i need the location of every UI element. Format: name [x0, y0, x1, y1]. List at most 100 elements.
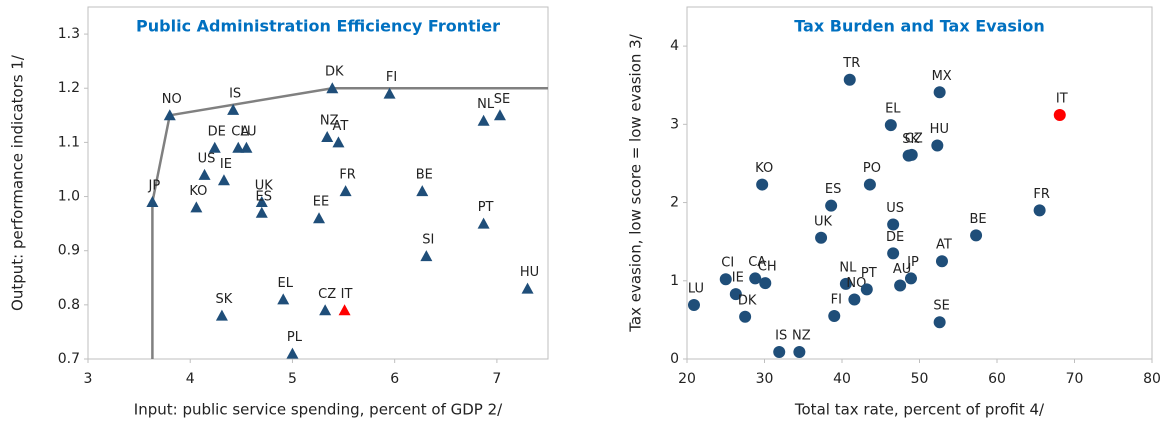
- y-axis-title: Output: performance indicators 1/: [9, 54, 27, 311]
- point-label: PT: [478, 200, 494, 215]
- point-label: FR: [1033, 187, 1050, 202]
- plot-frame: [87, 6, 549, 360]
- y-tick-label: 1.0: [58, 189, 80, 205]
- marker: [326, 82, 339, 94]
- marker: [773, 345, 786, 358]
- marker: [208, 141, 221, 153]
- x-tick-label: 20: [678, 371, 696, 387]
- marker: [884, 119, 897, 132]
- point-label: DE: [208, 124, 226, 139]
- marker: [255, 195, 268, 207]
- y-tick-label: 1.1: [58, 134, 80, 150]
- point-label: KO: [755, 161, 773, 176]
- point-label: NO: [162, 92, 182, 107]
- point-label: EE: [313, 195, 329, 210]
- marker: [420, 250, 433, 262]
- point-label: JP: [148, 178, 161, 193]
- point-label: IT: [341, 287, 353, 302]
- marker: [232, 141, 245, 153]
- y-tick-label: 1: [670, 273, 679, 289]
- y-tick-label: 1.2: [58, 80, 80, 96]
- marker: [339, 185, 352, 197]
- marker: [815, 231, 828, 244]
- point-label: FI: [831, 292, 842, 307]
- marker: [215, 309, 228, 321]
- marker: [217, 174, 230, 186]
- point-label: LU: [240, 124, 256, 139]
- x-tick-label: 4: [186, 371, 195, 387]
- point-label: UK: [814, 214, 833, 229]
- point-label: ES: [256, 189, 272, 204]
- point-label: CA: [748, 255, 766, 270]
- marker: [255, 206, 268, 218]
- point-label: US: [198, 151, 216, 166]
- chart-title: Tax Burden and Tax Evasion: [794, 17, 1045, 36]
- marker: [970, 229, 983, 242]
- point-label: IT: [1056, 91, 1068, 106]
- marker: [416, 185, 429, 197]
- point-label: NZ: [792, 328, 811, 343]
- point-label: IS: [229, 86, 241, 101]
- marker: [933, 86, 946, 99]
- marker: [321, 130, 334, 142]
- point-label: NZ: [320, 113, 339, 128]
- marker: [163, 109, 176, 121]
- marker: [887, 218, 900, 231]
- marker: [240, 141, 253, 153]
- x-tick-label: 80: [1143, 371, 1161, 387]
- point-label: IS: [775, 328, 787, 343]
- y-tick-label: 0.7: [58, 351, 80, 367]
- y-tick-label: 4: [670, 38, 679, 54]
- marker: [332, 136, 345, 148]
- x-tick-label: 30: [756, 371, 774, 387]
- point-label: SK: [216, 292, 233, 307]
- marker: [904, 272, 917, 285]
- marker: [793, 345, 806, 358]
- point-label: CH: [758, 260, 777, 275]
- y-tick-label: 2: [670, 195, 679, 211]
- point-label: SE: [933, 299, 949, 314]
- marker: [286, 347, 299, 359]
- marker: [902, 149, 915, 162]
- point-label: HU: [930, 122, 949, 137]
- point-label: AT: [936, 238, 952, 253]
- marker: [739, 310, 752, 323]
- x-tick-label: 7: [492, 371, 501, 387]
- y-tick-label: 3: [670, 116, 679, 132]
- point-label: DK: [738, 293, 757, 308]
- point-label: SE: [494, 92, 510, 107]
- marker: [756, 178, 769, 191]
- marker: [521, 282, 534, 294]
- point-label: HU: [520, 265, 539, 280]
- point-label: ES: [825, 182, 841, 197]
- point-label: SI: [422, 233, 434, 248]
- x-tick-label: 50: [911, 371, 929, 387]
- x-tick-label: 6: [390, 371, 399, 387]
- point-label: JP: [906, 255, 919, 270]
- x-tick-label: 70: [1066, 371, 1084, 387]
- point-label: DE: [886, 230, 904, 245]
- marker: [190, 201, 203, 213]
- y-tick-label: 0.8: [58, 297, 80, 313]
- point-label: LU: [688, 282, 704, 297]
- point-label: BE: [416, 168, 433, 183]
- marker: [383, 87, 396, 99]
- point-label: PT: [861, 266, 877, 281]
- marker: [749, 272, 762, 285]
- point-label: CZ: [905, 131, 923, 146]
- marker: [935, 255, 948, 268]
- marker: [338, 304, 351, 316]
- marker: [493, 109, 506, 121]
- x-axis-title: Total tax rate, percent of profit 4/: [794, 401, 1045, 419]
- marker: [319, 304, 332, 316]
- point-label: PO: [863, 161, 881, 176]
- point-label: SK: [902, 132, 919, 147]
- marker: [931, 139, 944, 152]
- point-label: CI: [721, 256, 734, 271]
- marker: [933, 316, 946, 329]
- marker: [198, 168, 211, 180]
- marker: [848, 293, 861, 306]
- marker: [843, 73, 856, 86]
- marker: [828, 309, 841, 322]
- y-tick-label: 0: [670, 351, 679, 367]
